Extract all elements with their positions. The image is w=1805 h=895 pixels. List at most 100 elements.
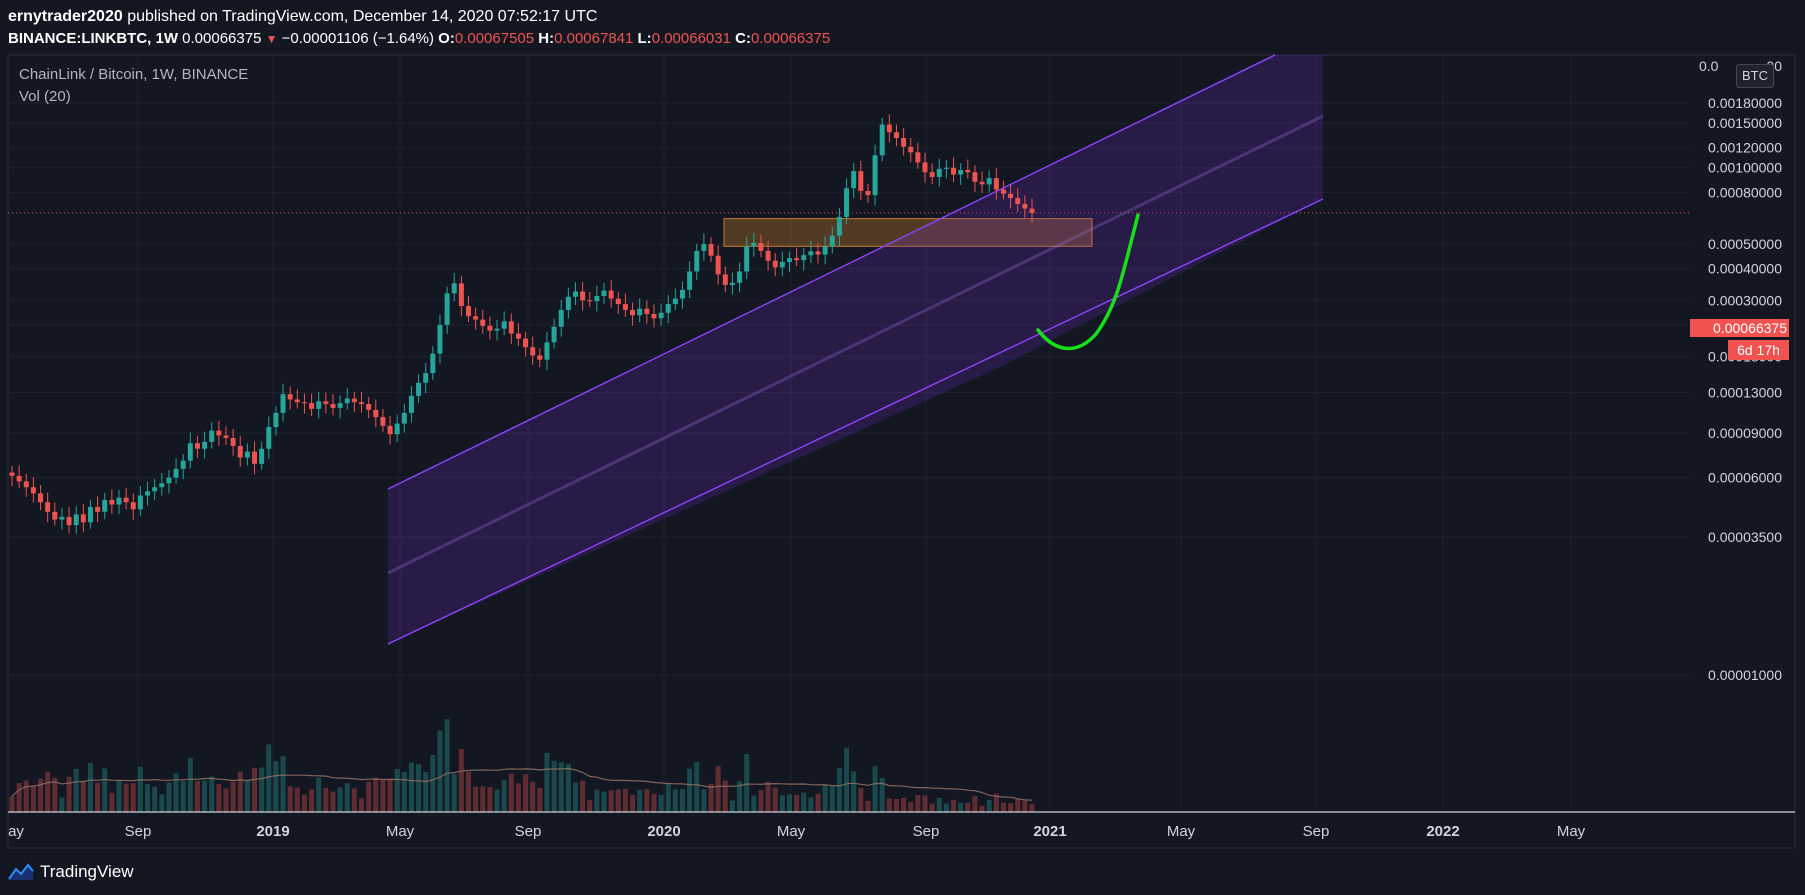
ticker-change: −0.00001106 (−1.64%) — [281, 30, 434, 47]
candle-body — [965, 169, 971, 173]
volume-bar — [209, 776, 215, 812]
candle-body — [836, 216, 842, 236]
candle-body — [722, 274, 728, 285]
price-tick-label: 0.00080000 — [1708, 184, 1782, 200]
volume-bar — [744, 753, 750, 812]
candles — [9, 114, 1035, 534]
projection-curve — [1036, 213, 1140, 351]
price-tick-label: 0.00100000 — [1708, 160, 1782, 176]
volume-bar — [337, 787, 343, 812]
volume-bar — [608, 790, 614, 812]
volume-bar — [572, 782, 578, 812]
volume-bar — [565, 764, 571, 812]
volume-bar — [943, 803, 949, 812]
last-price-tag: 0.00066375 — [1690, 319, 1789, 337]
volume-bar — [986, 799, 992, 812]
candle-body — [437, 324, 443, 354]
candle-body — [237, 445, 243, 458]
volume-bar — [687, 768, 693, 812]
volume-bars — [9, 719, 1035, 812]
support-zone-rect — [723, 218, 1093, 247]
candle-body — [373, 409, 379, 418]
candle-body — [209, 430, 215, 442]
volume-bar — [779, 795, 785, 812]
volume-bar — [252, 767, 258, 812]
candle-body — [408, 395, 414, 413]
volume-bar — [294, 787, 300, 812]
close-label: C: — [735, 30, 751, 47]
volume-bar — [708, 783, 714, 812]
candle-body — [901, 138, 907, 147]
candle-body — [66, 516, 72, 526]
volume-bar — [301, 794, 307, 812]
candle-body — [216, 430, 222, 436]
volume-legend[interactable]: Vol (20) — [19, 88, 71, 105]
volume-bar — [630, 794, 636, 812]
volume-bar — [223, 788, 229, 812]
volume-bar — [658, 794, 664, 812]
candle-body — [637, 308, 643, 316]
candle-body — [45, 502, 51, 512]
candle-body — [130, 502, 136, 510]
price-tick-label: 0.00150000 — [1708, 115, 1782, 131]
candle-body — [786, 258, 792, 262]
volume-bar — [273, 761, 279, 812]
volume-bar — [237, 771, 243, 812]
tradingview-footer[interactable]: TradingView — [8, 860, 134, 884]
volume-bar — [444, 719, 450, 812]
volume-bar — [309, 789, 315, 812]
volume-bar — [808, 797, 814, 812]
volume-bar — [537, 787, 543, 812]
candle-body — [309, 403, 315, 409]
volume-bar — [879, 778, 885, 812]
candle-body — [758, 242, 764, 251]
candle-body — [551, 326, 557, 343]
published-text: published on TradingView.com, December 1… — [122, 8, 598, 25]
volume-bar — [152, 786, 158, 812]
time-tick-label: ay — [8, 823, 24, 840]
candle-body — [280, 394, 286, 413]
candle-body — [266, 427, 272, 449]
candle-body — [194, 443, 200, 449]
volume-bar — [344, 783, 350, 812]
candle-body — [858, 171, 864, 191]
price-tick-label: 0.00013000 — [1708, 384, 1782, 400]
candle-body — [644, 308, 650, 315]
candle-body — [986, 178, 992, 185]
candle-body — [972, 172, 978, 182]
publisher-name[interactable]: ernytrader2020 — [8, 8, 123, 25]
chart-legend-title[interactable]: ChainLink / Bitcoin, 1W, BINANCE — [19, 66, 249, 83]
volume-bar — [672, 789, 678, 812]
volume-bar — [230, 781, 236, 812]
volume-bar — [109, 792, 115, 812]
publish-header: ernytrader2020 published on TradingView.… — [8, 6, 597, 27]
candle-body — [601, 290, 607, 297]
candle-body — [936, 168, 942, 177]
ticker-symbol: BINANCE:LINKBTC, 1W — [8, 30, 178, 47]
candle-body — [922, 162, 928, 173]
volume-bar — [480, 786, 486, 812]
candle-body — [73, 514, 79, 526]
volume-bar — [145, 784, 151, 812]
high-value: 0.00067841 — [554, 30, 634, 47]
volume-bar — [815, 793, 821, 812]
volume-bar — [786, 794, 792, 812]
volume-bar — [394, 768, 400, 812]
candle-body — [394, 423, 400, 435]
currency-badge[interactable]: BTC — [1736, 64, 1774, 88]
channel-lower-line — [387, 198, 1324, 645]
volume-bar — [558, 762, 564, 812]
volume-bar — [16, 783, 22, 812]
volume-bar — [216, 784, 222, 812]
time-tick-label: Sep — [515, 823, 542, 840]
candle-body — [202, 441, 208, 449]
candle-body — [508, 321, 514, 334]
volume-bar — [259, 767, 265, 812]
volume-bar — [765, 781, 771, 812]
volume-ma-line — [11, 767, 1033, 801]
candle-body — [694, 250, 700, 272]
candle-body — [244, 451, 250, 458]
candle-body — [687, 271, 693, 290]
volume-bar — [38, 778, 44, 812]
